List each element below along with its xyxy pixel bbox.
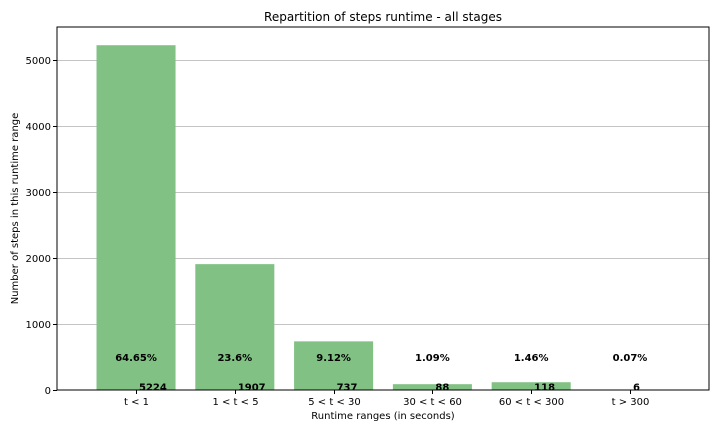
chart-title: Repartition of steps runtime - all stage… [264,10,502,24]
percent-label: 0.07% [613,353,648,364]
x-tick-label: 60 < t < 300 [499,397,564,408]
y-axis-label: Number of steps in this runtime range [10,113,21,305]
data-labels: 64.65% 23.6% 9.12% 1.09% 1.46% 0.07% 5224 1907 7… [115,353,647,394]
y-tick-label: 1000 [26,320,51,331]
x-tick-label: 30 < t < 60 [403,397,462,408]
plot-frame [56,26,710,391]
bars [96,45,670,390]
x-tick-label: 1 < t < 5 [212,397,258,408]
x-axis-label: Runtime ranges (in seconds) [311,411,454,422]
x-tick-label: t < 1 [124,397,149,408]
percent-label: 64.65% [115,353,157,364]
percent-label: 23.6% [217,353,252,364]
percent-label: 1.09% [415,353,450,364]
x-tick-label: t > 300 [612,397,650,408]
count-label: 737 [337,383,358,394]
bar [96,45,176,390]
bar [294,341,374,390]
count-label: 88 [435,383,449,394]
bar [392,384,472,390]
count-label: 5224 [139,383,167,394]
y-tick-label: 2000 [26,254,51,265]
y-tick-label: 4000 [26,122,51,133]
count-label: 1907 [238,383,266,394]
y-tick-label: 0 [45,386,51,397]
axis-ticks: 0 1000 2000 3000 4000 5000 t < 1 1 < t < 5 5 < t… [26,56,650,408]
bar [195,264,275,390]
x-tick-label: 5 < t < 30 [308,397,360,408]
y-tick-label: 5000 [26,56,51,67]
percent-label: 9.12% [316,353,351,364]
count-label: 118 [534,383,555,394]
percent-label: 1.46% [514,353,549,364]
count-label: 6 [633,383,640,394]
bar [491,382,571,390]
y-tick-label: 3000 [26,188,51,199]
